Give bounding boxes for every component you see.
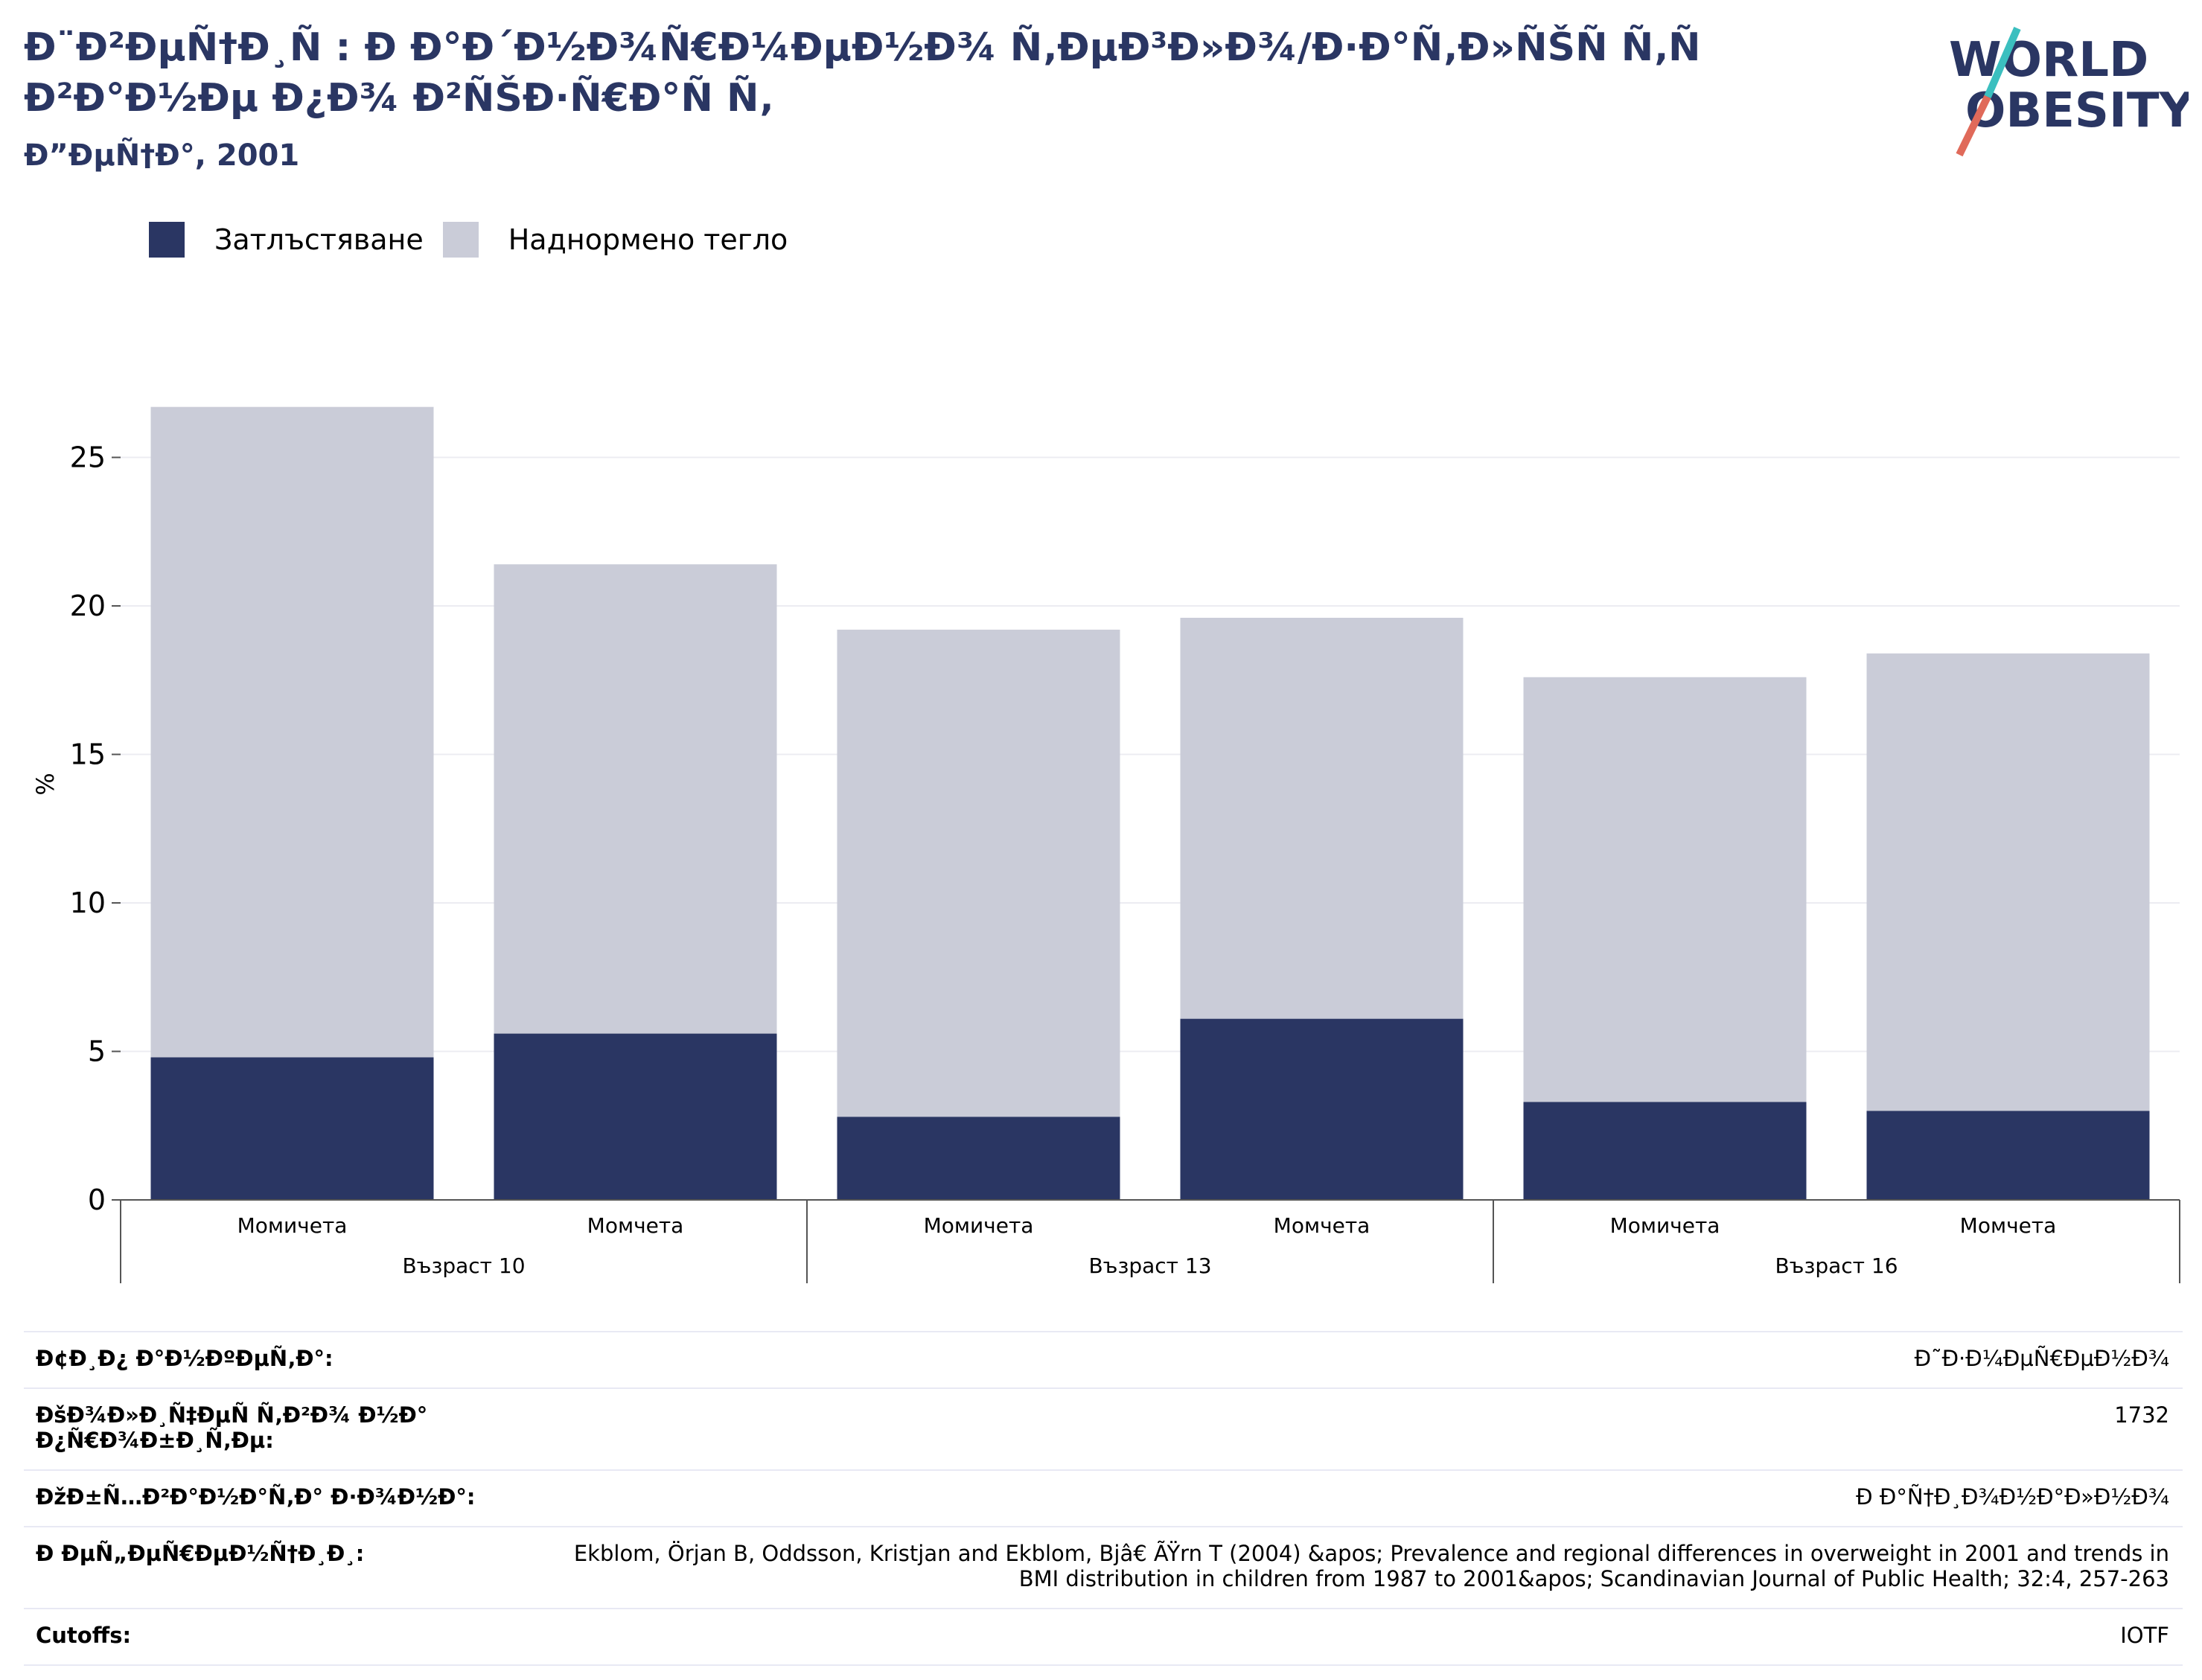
meta-value: IOTF [2120, 1623, 2169, 1648]
meta-key: Ð ÐµÑ„ÐµÑ€ÐµÐ½Ñ†Ð¸Ð¸: [36, 1541, 365, 1566]
meta-key: ÐšÐ¾Ð»Ð¸Ñ‡ÐµÑ Ñ‚Ð²Ð¾ Ð½Ð° Ð¿Ñ€Ð¾Ð±Ð¸Ñ‚Ðµ… [36, 1402, 428, 1453]
y-tick-label: 20 [70, 590, 106, 622]
bar-overweight [1523, 677, 1807, 1102]
y-tick-label: 15 [70, 738, 106, 771]
meta-row-area: ÐžÐ±Ñ…Ð²Ð°Ð½Ð°Ñ‚Ð° Ð·Ð¾Ð½Ð°: Ð Ð°Ñ†Ð¸Ð¾Ð… [24, 1469, 2183, 1526]
svg-text:WORLD: WORLD [1949, 33, 2148, 88]
meta-value: Ð Ð°Ñ†Ð¸Ð¾Ð½Ð°Ð»Ð½Ð¾ [1856, 1484, 2169, 1510]
y-axis-label: % [31, 773, 60, 795]
meta-value: 1732 [2114, 1402, 2169, 1428]
meta-value: Ekblom, Örjan B, Oddsson, Kristjan and E… [573, 1541, 2169, 1591]
bar-overweight [494, 564, 777, 1034]
y-tick-label: 5 [88, 1035, 106, 1068]
x-category-label: Момчета [1960, 1213, 2057, 1238]
stacked-bar-chart: 0 5 10 15 20 25% Момичета Момчета Момичета Момчет… [31, 406, 2180, 1283]
y-tick-label: 0 [88, 1184, 106, 1216]
x-category-label: Момичета [1610, 1213, 1720, 1238]
bar-overweight [1180, 617, 1464, 1019]
x-group-label: Възраст 10 [402, 1253, 525, 1278]
bar-overweight [1866, 653, 2150, 1111]
x-category-label: Момчета [587, 1213, 684, 1238]
x-category-label: Момчета [1274, 1213, 1370, 1238]
chart-title: Ð¨Ð²ÐµÑ†Ð¸Ñ : Ð Ð°Ð´Ð½Ð¾Ñ€Ð¼ÐµÐ½Ð¾ Ñ‚ÐµÐ… [24, 25, 1701, 121]
x-category-label: Момичета [237, 1213, 348, 1238]
bar-obesity [837, 1117, 1120, 1200]
chart-subtitle: Ð”ÐµÑ†Ð°, 2001 [24, 138, 300, 173]
x-category-label: Момичета [924, 1213, 1034, 1238]
meta-key: ÐžÐ±Ñ…Ð²Ð°Ð½Ð°Ñ‚Ð° Ð·Ð¾Ð½Ð°: [36, 1484, 476, 1510]
bar-obesity [1180, 1018, 1464, 1200]
bar-obesity [1866, 1111, 2150, 1200]
meta-key: Cutoffs: [36, 1623, 132, 1648]
x-group-label: Възраст 13 [1088, 1253, 1211, 1278]
bar-obesity [1523, 1102, 1807, 1200]
legend-label-overweight: Наднормено тегло [508, 223, 788, 256]
meta-value: Ð˜Ð·Ð¼ÐµÑ€ÐµÐ½Ð¾ [1914, 1346, 2169, 1371]
legend-swatch-obesity [149, 222, 185, 258]
legend: Затлъстяване Наднормено тегло [149, 220, 807, 259]
bar-overweight [150, 406, 434, 1058]
y-tick-label: 10 [70, 887, 106, 919]
legend-swatch-overweight [442, 222, 479, 258]
x-group-label: Възраст 16 [1775, 1253, 1898, 1278]
bar-overweight [837, 629, 1120, 1117]
legend-label-obesity: Затлъстяване [214, 223, 424, 256]
world-obesity-logo: WORLD OBESITY [1949, 27, 2189, 156]
svg-text:OBESITY: OBESITY [1965, 83, 2189, 138]
bar-obesity [494, 1033, 777, 1200]
bar-obesity [150, 1057, 434, 1200]
meta-row-survey-type: Ð¢Ð¸Ð¿ Ð°Ð½ÐºÐµÑ‚Ð°: Ð˜Ð·Ð¼ÐµÑ€ÐµÐ½Ð¾ [24, 1331, 2183, 1387]
y-tick-label: 25 [70, 441, 106, 474]
meta-row-cutoffs: Cutoffs: IOTF [24, 1608, 2183, 1666]
meta-row-sample-size: ÐšÐ¾Ð»Ð¸Ñ‡ÐµÑ Ñ‚Ð²Ð¾ Ð½Ð° Ð¿Ñ€Ð¾Ð±Ð¸Ñ‚Ðµ… [24, 1387, 2183, 1469]
meta-row-references: Ð ÐµÑ„ÐµÑ€ÐµÐ½Ñ†Ð¸Ð¸: Ekblom, Örjan B, O… [24, 1526, 2183, 1608]
meta-key: Ð¢Ð¸Ð¿ Ð°Ð½ÐºÐµÑ‚Ð°: [36, 1346, 334, 1371]
metadata-table: Ð¢Ð¸Ð¿ Ð°Ð½ÐºÐµÑ‚Ð°: Ð˜Ð·Ð¼ÐµÑ€ÐµÐ½Ð¾ Ðš… [24, 1331, 2183, 1666]
